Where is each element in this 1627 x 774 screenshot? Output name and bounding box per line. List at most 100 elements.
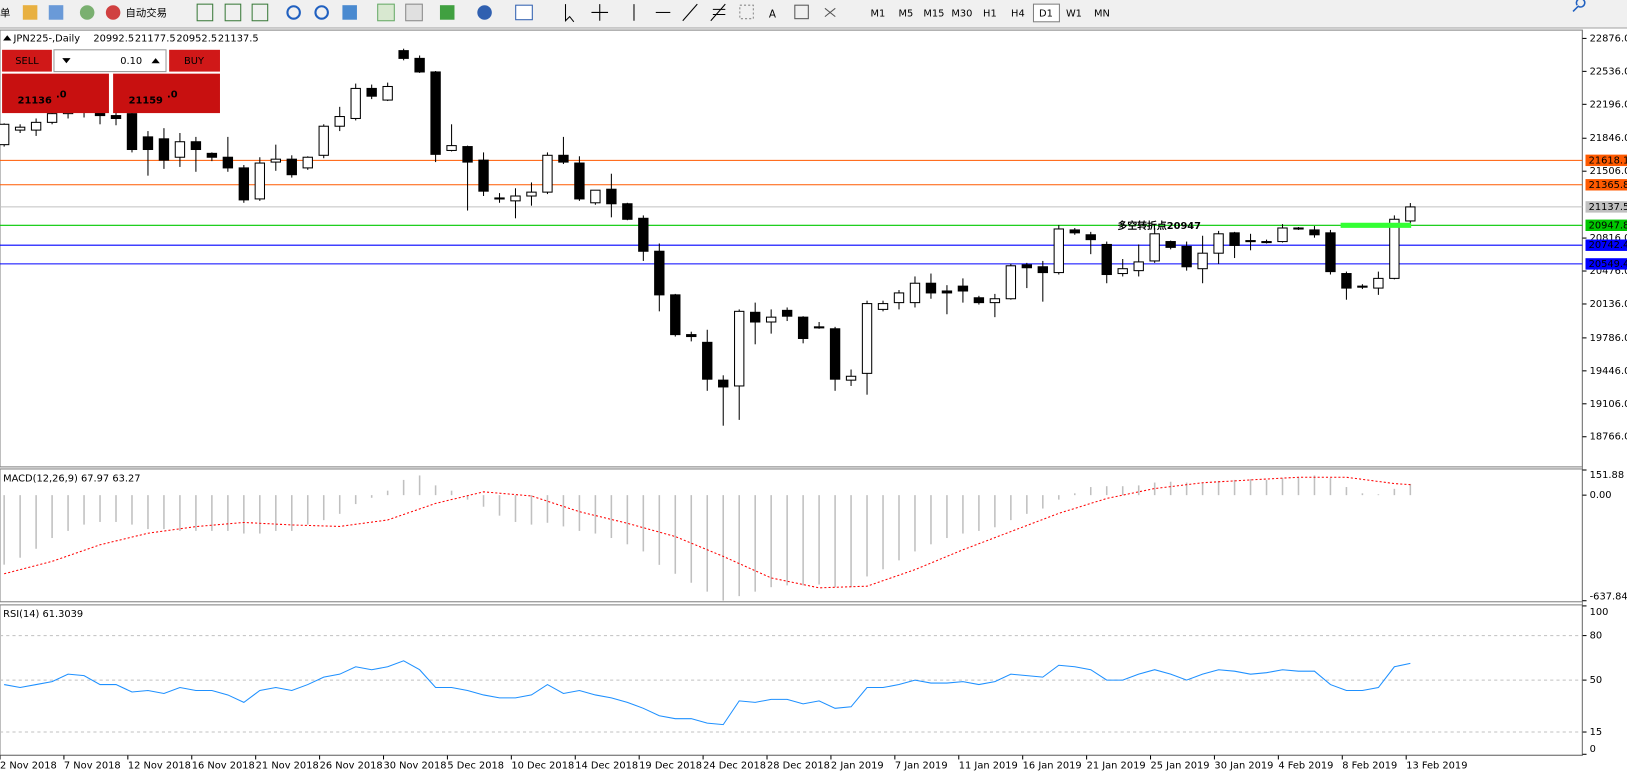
y-tick-label: 18766.0 xyxy=(1590,432,1627,443)
x-tick-label: 28 Dec 2018 xyxy=(767,761,830,772)
icon[interactable] xyxy=(405,3,423,22)
candle-body xyxy=(1181,245,1192,268)
candle-body xyxy=(1037,266,1049,274)
rsi-line xyxy=(4,660,1411,726)
timeframe-label[interactable]: M5 xyxy=(898,8,913,19)
candle-body xyxy=(813,326,825,329)
candle-body xyxy=(302,156,313,169)
x-tick-label: 11 Jan 2019 xyxy=(959,761,1018,772)
sell-label[interactable]: SELL xyxy=(15,56,39,67)
candle-body xyxy=(1197,252,1208,270)
candle-body xyxy=(1229,232,1240,246)
lot-input[interactable] xyxy=(53,49,167,73)
candle-body xyxy=(1005,265,1017,300)
icon[interactable] xyxy=(342,5,357,20)
candle-body xyxy=(254,162,266,200)
y-tick-label: 20136.0 xyxy=(1590,299,1627,310)
icon[interactable] xyxy=(515,4,533,21)
candle-body xyxy=(973,297,985,304)
candle-body xyxy=(462,146,473,163)
candle-body xyxy=(478,159,489,192)
icon[interactable] xyxy=(251,3,269,22)
icon[interactable] xyxy=(377,3,395,22)
toolbar-text: 单 xyxy=(0,7,10,19)
y-tick-label: 80 xyxy=(1590,631,1603,642)
timeframe-label[interactable]: W1 xyxy=(1066,8,1082,19)
x-tick-label: 30 Jan 2019 xyxy=(1214,761,1273,772)
candle-body xyxy=(861,303,873,374)
candle-body xyxy=(366,87,377,97)
x-tick-label: 30 Nov 2018 xyxy=(384,761,447,772)
timeframe-label[interactable]: M1 xyxy=(870,8,885,19)
x-tick-label: 26 Nov 2018 xyxy=(320,761,383,772)
timeframe-label[interactable]: M30 xyxy=(951,8,972,19)
cursor-tool[interactable] xyxy=(564,4,575,23)
candle-body xyxy=(957,285,969,292)
y-tick-label: 21846.0 xyxy=(1590,133,1627,144)
y-tick-label: 50 xyxy=(1590,675,1603,686)
x-tick-label: 12 Nov 2018 xyxy=(128,761,191,772)
timeframe-label[interactable]: H4 xyxy=(1011,8,1025,19)
timeframe-label[interactable]: H1 xyxy=(983,8,997,19)
toolbar: 单 自动交易 A xyxy=(0,3,836,23)
buy-label[interactable]: BUY xyxy=(184,56,205,67)
fibo-tool[interactable] xyxy=(739,4,754,20)
icon[interactable] xyxy=(79,5,95,20)
timeframe-label[interactable]: D1 xyxy=(1039,8,1053,19)
label-tool[interactable] xyxy=(794,4,809,20)
x-tick-label: 2 Nov 2018 xyxy=(0,761,57,772)
icon[interactable] xyxy=(477,5,492,20)
candle-body xyxy=(46,113,58,123)
x-tick-label: 4 Feb 2019 xyxy=(1278,761,1333,772)
zoom-out[interactable] xyxy=(314,5,329,20)
y-tick-label: 19106.0 xyxy=(1590,399,1627,410)
candle-body xyxy=(925,282,937,294)
arrow-tool[interactable] xyxy=(824,7,836,18)
lot-up[interactable] xyxy=(151,58,160,64)
auto-trade-label[interactable]: 自动交易 xyxy=(126,6,167,19)
candle-body xyxy=(702,341,713,380)
x-tick-label: 8 Feb 2019 xyxy=(1342,761,1397,772)
y-tick-label: 0.00 xyxy=(1590,490,1612,501)
timeframe-label[interactable]: M15 xyxy=(923,8,944,19)
lot-down[interactable] xyxy=(62,58,71,64)
price-fraction: .0 xyxy=(56,89,67,100)
channel-tool[interactable] xyxy=(710,3,726,22)
x-tick-label: 16 Nov 2018 xyxy=(192,761,255,772)
buy-button[interactable] xyxy=(169,49,220,72)
candle-body xyxy=(1277,227,1288,243)
candle-body xyxy=(877,303,889,310)
timeframe-label[interactable]: MN xyxy=(1094,8,1110,19)
icon[interactable] xyxy=(224,3,242,22)
candle-body xyxy=(222,156,234,169)
level-label-bg xyxy=(1585,239,1627,251)
text-tool[interactable]: A xyxy=(769,9,776,21)
price-main: 21136 xyxy=(18,96,52,107)
candle-body xyxy=(622,203,633,220)
icon[interactable] xyxy=(196,3,214,22)
timeframe-button[interactable] xyxy=(1032,3,1060,23)
search-icon[interactable] xyxy=(1572,0,1586,12)
header-value: 20952.5 xyxy=(176,33,217,44)
header-value: 21177.5 xyxy=(135,33,176,44)
indicator-title: MACD(12,26,9) 67.97 63.27 xyxy=(3,473,140,484)
icon[interactable] xyxy=(48,5,64,20)
level-label: 20549.4 xyxy=(1589,259,1627,270)
trendline-tool[interactable] xyxy=(682,3,698,22)
candle-body xyxy=(14,126,26,131)
auto-trade-icon[interactable] xyxy=(105,5,121,20)
price-fraction: .0 xyxy=(167,89,178,100)
icon[interactable] xyxy=(439,5,455,20)
candle-body xyxy=(686,334,697,338)
price-box[interactable] xyxy=(2,73,109,114)
crosshair-tool[interactable] xyxy=(591,4,609,21)
y-tick-label: 22196.0 xyxy=(1590,99,1627,110)
sell-button[interactable] xyxy=(2,49,52,72)
level-label: 20742.4 xyxy=(1589,240,1627,251)
x-tick-label: 16 Jan 2019 xyxy=(1023,761,1082,772)
y-tick-label: 100 xyxy=(1590,607,1609,618)
price-box[interactable] xyxy=(113,73,220,114)
zoom-in[interactable] xyxy=(286,5,301,20)
price-panel xyxy=(0,29,1583,468)
icon[interactable] xyxy=(22,5,38,20)
